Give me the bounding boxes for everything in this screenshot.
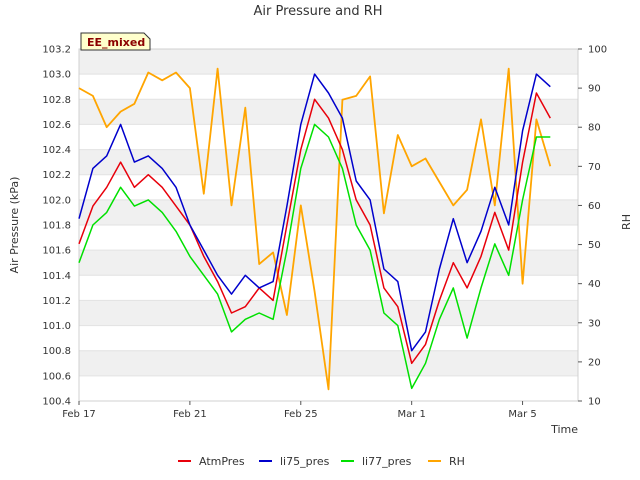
- series-line-li77-pres: [78, 123, 551, 390]
- plot-band: [79, 99, 578, 125]
- x-tick-label: Mar 1: [397, 409, 425, 420]
- y-tick-label: 102.6: [42, 120, 71, 131]
- legend-label: li75_pres: [280, 455, 330, 468]
- y2-tick-label: 100: [588, 45, 607, 56]
- x-axis-label: Time: [550, 423, 578, 436]
- x-axis-ticks: Feb 17 Feb 21 Feb 25 Mar 1 Mar 5: [62, 401, 537, 420]
- y2-tick-label: 70: [588, 162, 601, 173]
- y-tick-label: 102.2: [42, 170, 71, 181]
- y-axis-label: Air Pressure (kPa): [8, 177, 21, 274]
- plot-band: [79, 250, 578, 276]
- badge-box: [80, 32, 151, 51]
- y-tick-label: 102.8: [42, 95, 71, 106]
- x-tick-label: Feb 21: [173, 409, 207, 420]
- y2-tick-label: 60: [588, 201, 601, 212]
- legend-label: li77_pres: [362, 455, 412, 468]
- y-axis-ticks: 100.4 100.6 100.8 101.0 101.2 101.4 101.6 101.8…: [42, 45, 71, 408]
- y-tick-label: 100.4: [42, 397, 71, 408]
- y-tick-label: 101.6: [42, 246, 71, 257]
- y2-axis-label: RH: [620, 214, 633, 230]
- legend-label: RH: [449, 455, 465, 468]
- series-line-li75-pres: [78, 73, 551, 352]
- station-badge: EE_mixed: [80, 32, 151, 51]
- x-tick-label: Feb 17: [62, 409, 96, 420]
- y-tick-label: 101.0: [42, 321, 71, 332]
- y2-axis-ticks: 10 20 30 40 50 60 70 80 90 100: [578, 45, 607, 408]
- chart-title: Air Pressure and RH: [253, 4, 382, 19]
- y2-tick-label: 40: [588, 279, 601, 290]
- y2-tick-label: 10: [588, 397, 601, 408]
- y-tick-label: 101.2: [42, 296, 71, 307]
- y-tick-label: 101.8: [42, 221, 71, 232]
- y2-tick-label: 20: [588, 357, 601, 368]
- y2-tick-label: 80: [588, 123, 601, 134]
- y2-tick-label: 90: [588, 84, 601, 95]
- y2-tick-label: 30: [588, 318, 601, 329]
- series-line-rh: [78, 67, 552, 391]
- x-tick-label: Feb 25: [284, 409, 318, 420]
- badge-label: EE_mixed: [87, 36, 145, 49]
- plot-band: [79, 74, 578, 100]
- y-tick-label: 102.4: [42, 145, 71, 156]
- legend-label: AtmPres: [199, 455, 245, 468]
- plot-band: [79, 325, 578, 351]
- y-tick-label: 100.6: [42, 371, 71, 382]
- series-line-atmpres: [78, 92, 551, 365]
- y-tick-label: 103.0: [42, 70, 71, 81]
- plot-band: [79, 225, 578, 251]
- y2-tick-label: 50: [588, 240, 601, 251]
- plot-frame: [78, 48, 579, 402]
- legend: AtmPres li75_pres li77_pres RH: [178, 455, 465, 468]
- plot-band: [79, 199, 578, 225]
- y-tick-label: 102.0: [42, 195, 71, 206]
- plot-band: [79, 275, 578, 301]
- series-lines: [78, 67, 552, 391]
- x-tick-label: Mar 5: [508, 409, 536, 420]
- plot-band: [79, 174, 578, 200]
- y-tick-label: 100.8: [42, 346, 71, 357]
- plot-band: [79, 300, 578, 326]
- plot-band: [79, 49, 578, 75]
- plot-band: [79, 149, 578, 175]
- y-tick-label: 101.4: [42, 271, 71, 282]
- y-tick-label: 103.2: [42, 45, 71, 56]
